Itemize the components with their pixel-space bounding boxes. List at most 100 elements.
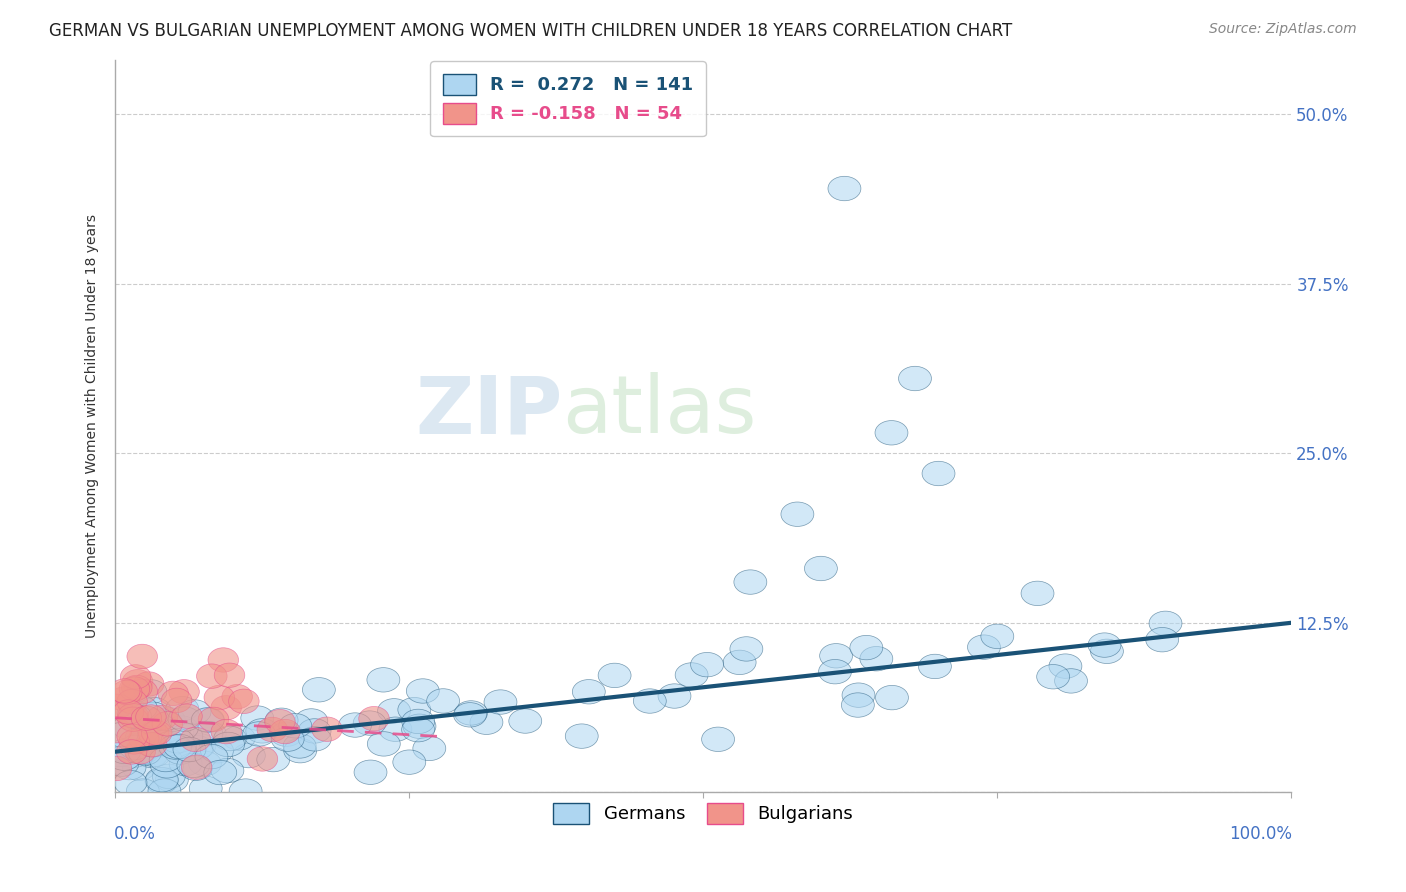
Text: Source: ZipAtlas.com: Source: ZipAtlas.com bbox=[1209, 22, 1357, 37]
Ellipse shape bbox=[159, 735, 191, 759]
Ellipse shape bbox=[136, 732, 167, 757]
Ellipse shape bbox=[167, 738, 201, 763]
Text: atlas: atlas bbox=[562, 372, 756, 450]
Ellipse shape bbox=[181, 755, 212, 780]
Ellipse shape bbox=[243, 722, 276, 746]
Ellipse shape bbox=[658, 684, 690, 708]
Ellipse shape bbox=[138, 722, 169, 746]
Ellipse shape bbox=[180, 727, 211, 752]
Ellipse shape bbox=[413, 736, 446, 761]
Ellipse shape bbox=[734, 570, 766, 594]
Ellipse shape bbox=[298, 727, 332, 751]
Ellipse shape bbox=[157, 681, 188, 706]
Ellipse shape bbox=[702, 727, 734, 751]
Ellipse shape bbox=[284, 739, 316, 763]
Ellipse shape bbox=[454, 701, 488, 725]
Ellipse shape bbox=[354, 760, 387, 784]
Ellipse shape bbox=[302, 678, 336, 702]
Ellipse shape bbox=[633, 689, 666, 714]
Ellipse shape bbox=[211, 758, 243, 783]
Ellipse shape bbox=[270, 719, 301, 744]
Ellipse shape bbox=[898, 367, 931, 391]
Ellipse shape bbox=[124, 696, 157, 720]
Ellipse shape bbox=[155, 731, 187, 756]
Ellipse shape bbox=[367, 667, 399, 692]
Ellipse shape bbox=[139, 710, 172, 734]
Ellipse shape bbox=[125, 740, 159, 764]
Ellipse shape bbox=[572, 680, 605, 704]
Ellipse shape bbox=[1049, 654, 1081, 678]
Text: GERMAN VS BULGARIAN UNEMPLOYMENT AMONG WOMEN WITH CHILDREN UNDER 18 YEARS CORREL: GERMAN VS BULGARIAN UNEMPLOYMENT AMONG W… bbox=[49, 22, 1012, 40]
Ellipse shape bbox=[876, 685, 908, 710]
Ellipse shape bbox=[211, 696, 242, 720]
Ellipse shape bbox=[112, 715, 145, 739]
Ellipse shape bbox=[180, 736, 214, 760]
Ellipse shape bbox=[139, 733, 173, 758]
Ellipse shape bbox=[162, 689, 191, 713]
Ellipse shape bbox=[922, 461, 955, 486]
Ellipse shape bbox=[246, 719, 278, 743]
Ellipse shape bbox=[145, 769, 179, 794]
Ellipse shape bbox=[240, 706, 274, 731]
Ellipse shape bbox=[208, 648, 239, 673]
Ellipse shape bbox=[167, 706, 201, 731]
Ellipse shape bbox=[125, 739, 156, 764]
Ellipse shape bbox=[134, 672, 165, 697]
Ellipse shape bbox=[1091, 639, 1123, 664]
Ellipse shape bbox=[402, 717, 434, 742]
Ellipse shape bbox=[138, 742, 172, 766]
Ellipse shape bbox=[146, 731, 180, 755]
Ellipse shape bbox=[117, 743, 150, 768]
Ellipse shape bbox=[222, 726, 256, 750]
Ellipse shape bbox=[107, 746, 141, 771]
Ellipse shape bbox=[173, 738, 205, 762]
Ellipse shape bbox=[148, 779, 181, 804]
Ellipse shape bbox=[723, 650, 756, 674]
Ellipse shape bbox=[232, 743, 266, 768]
Ellipse shape bbox=[406, 679, 439, 703]
Text: 0.0%: 0.0% bbox=[114, 825, 156, 844]
Ellipse shape bbox=[359, 706, 389, 731]
Ellipse shape bbox=[967, 635, 1001, 659]
Ellipse shape bbox=[828, 177, 860, 201]
Ellipse shape bbox=[454, 703, 486, 727]
Ellipse shape bbox=[101, 756, 132, 780]
Ellipse shape bbox=[565, 724, 598, 748]
Ellipse shape bbox=[257, 717, 288, 741]
Ellipse shape bbox=[298, 719, 330, 743]
Ellipse shape bbox=[222, 684, 253, 709]
Ellipse shape bbox=[128, 716, 162, 740]
Ellipse shape bbox=[135, 705, 166, 729]
Ellipse shape bbox=[918, 654, 952, 679]
Ellipse shape bbox=[188, 751, 221, 776]
Ellipse shape bbox=[127, 679, 157, 704]
Ellipse shape bbox=[169, 751, 202, 776]
Ellipse shape bbox=[404, 714, 436, 739]
Ellipse shape bbox=[114, 771, 148, 795]
Ellipse shape bbox=[211, 719, 242, 744]
Ellipse shape bbox=[981, 624, 1014, 648]
Ellipse shape bbox=[105, 752, 139, 776]
Ellipse shape bbox=[150, 754, 183, 778]
Ellipse shape bbox=[121, 675, 152, 699]
Ellipse shape bbox=[183, 733, 217, 758]
Ellipse shape bbox=[125, 725, 157, 750]
Ellipse shape bbox=[118, 704, 152, 729]
Ellipse shape bbox=[170, 723, 202, 748]
Ellipse shape bbox=[264, 709, 295, 734]
Ellipse shape bbox=[163, 734, 197, 759]
Ellipse shape bbox=[1149, 611, 1182, 636]
Ellipse shape bbox=[204, 685, 235, 710]
Ellipse shape bbox=[120, 677, 149, 701]
Ellipse shape bbox=[142, 721, 172, 745]
Ellipse shape bbox=[690, 652, 724, 677]
Ellipse shape bbox=[229, 690, 259, 714]
Ellipse shape bbox=[152, 764, 186, 789]
Ellipse shape bbox=[398, 698, 430, 722]
Ellipse shape bbox=[780, 502, 814, 526]
Ellipse shape bbox=[128, 726, 159, 751]
Ellipse shape bbox=[138, 732, 170, 757]
Ellipse shape bbox=[339, 713, 371, 738]
Ellipse shape bbox=[117, 700, 150, 725]
Ellipse shape bbox=[190, 776, 222, 801]
